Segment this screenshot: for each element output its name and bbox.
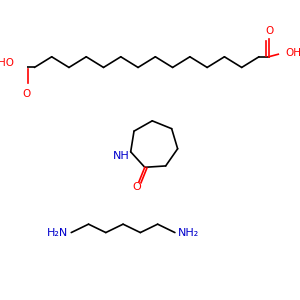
Text: H₂N: H₂N [47,228,68,238]
Text: O: O [266,26,274,36]
Text: HO: HO [0,58,14,68]
Text: O: O [132,182,141,192]
Text: OH: OH [285,49,300,58]
Text: NH₂: NH₂ [178,228,199,238]
Text: NH: NH [113,151,130,161]
Text: O: O [22,89,30,99]
